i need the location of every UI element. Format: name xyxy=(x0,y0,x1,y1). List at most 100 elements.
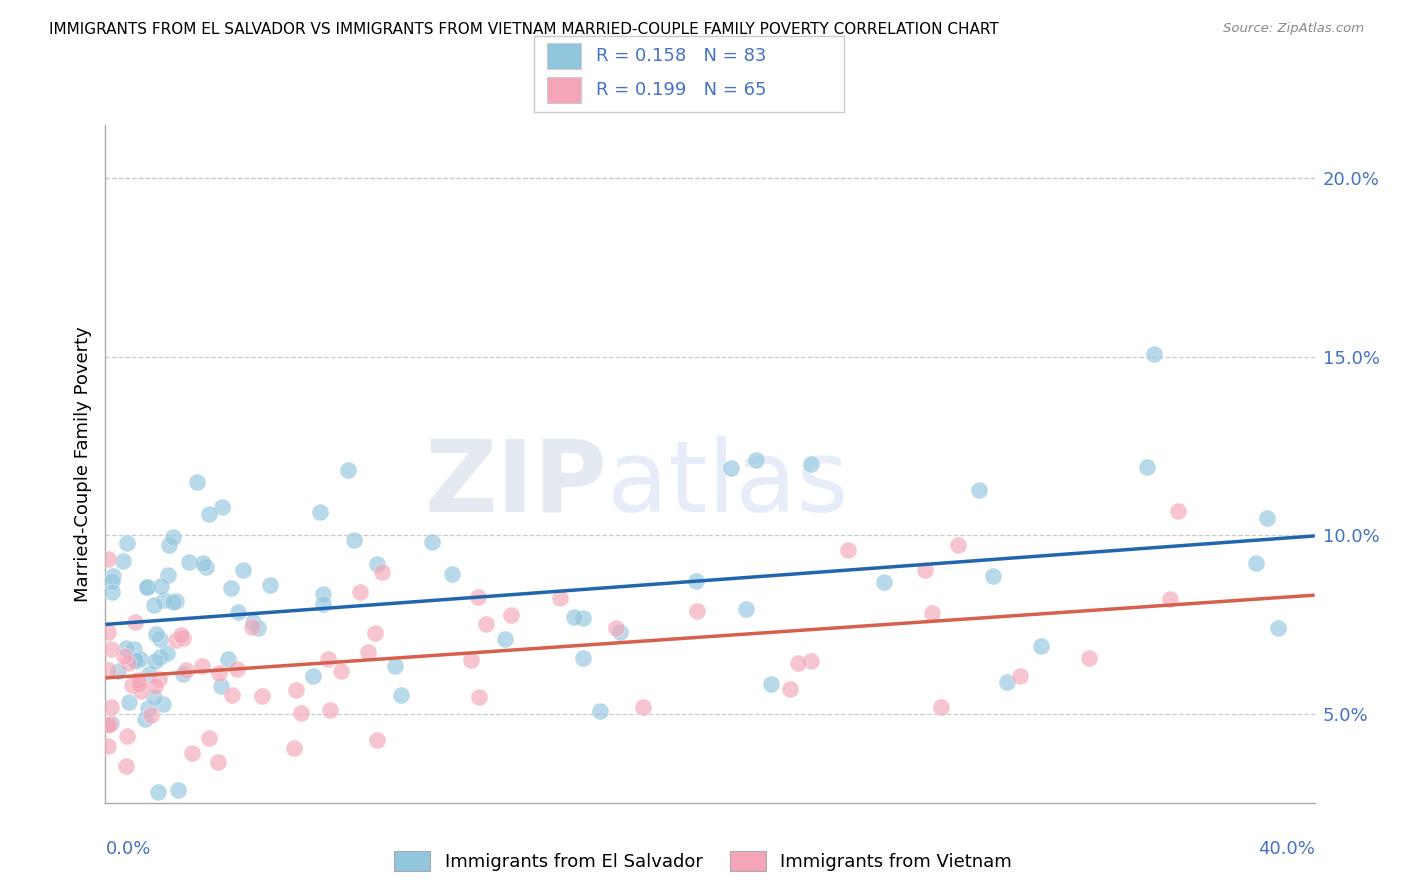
Point xyxy=(343,533,366,548)
Point xyxy=(309,505,332,519)
Point xyxy=(1167,504,1189,518)
Point xyxy=(779,681,801,696)
Point xyxy=(156,646,179,660)
Point xyxy=(143,679,166,693)
Point xyxy=(290,706,312,721)
Point xyxy=(226,605,249,619)
Point xyxy=(194,560,217,574)
Point xyxy=(467,590,489,604)
Point xyxy=(572,651,595,665)
Point xyxy=(1136,460,1159,475)
Point xyxy=(475,617,498,632)
Point xyxy=(364,626,387,640)
Point xyxy=(149,632,172,647)
Point xyxy=(97,663,120,677)
Point xyxy=(259,578,281,592)
Point xyxy=(186,475,208,489)
Point xyxy=(735,601,758,615)
Point xyxy=(145,626,167,640)
Point xyxy=(198,731,221,745)
Point xyxy=(837,543,859,558)
Point xyxy=(609,624,631,639)
Point xyxy=(117,656,139,670)
Point xyxy=(800,654,823,668)
Point xyxy=(139,707,162,722)
Y-axis label: Married-Couple Family Poverty: Married-Couple Family Poverty xyxy=(73,326,91,602)
Point xyxy=(384,658,406,673)
Point xyxy=(929,699,952,714)
Text: IMMIGRANTS FROM EL SALVADOR VS IMMIGRANTS FROM VIETNAM MARRIED-COUPLE FAMILY POV: IMMIGRANTS FROM EL SALVADOR VS IMMIGRANT… xyxy=(49,22,998,37)
Point xyxy=(211,500,233,514)
Point xyxy=(118,695,141,709)
Point xyxy=(720,461,742,475)
Point xyxy=(149,649,172,664)
Point xyxy=(124,653,146,667)
Point xyxy=(301,669,323,683)
Point xyxy=(191,557,214,571)
Point xyxy=(967,483,990,497)
Point xyxy=(572,610,595,624)
Point xyxy=(209,679,232,693)
Point xyxy=(101,574,124,588)
Point xyxy=(208,665,231,680)
Point xyxy=(122,642,145,657)
Bar xyxy=(547,78,581,103)
Point xyxy=(134,712,156,726)
Point xyxy=(97,718,120,732)
Point xyxy=(283,741,305,756)
Point xyxy=(440,566,463,581)
Point xyxy=(1246,556,1268,570)
Point xyxy=(97,624,120,639)
Point xyxy=(112,554,135,568)
Point xyxy=(1010,668,1032,682)
Point xyxy=(686,604,709,618)
Point xyxy=(97,739,120,754)
Point xyxy=(125,654,148,668)
Point xyxy=(107,665,129,679)
Point xyxy=(142,599,165,613)
Point xyxy=(136,580,159,594)
Point xyxy=(207,755,229,769)
Point xyxy=(564,610,586,624)
Point xyxy=(165,632,187,647)
Point xyxy=(745,453,768,467)
Point xyxy=(162,530,184,544)
Point xyxy=(1078,650,1101,665)
Point xyxy=(100,716,122,731)
Point xyxy=(115,729,138,743)
Point xyxy=(128,652,150,666)
Point xyxy=(389,688,412,702)
Text: 40.0%: 40.0% xyxy=(1258,840,1315,858)
Point xyxy=(548,591,571,606)
Point xyxy=(115,536,138,550)
Point xyxy=(172,667,194,681)
Point xyxy=(1256,511,1278,525)
Point xyxy=(197,508,219,522)
Point xyxy=(136,701,159,715)
Point xyxy=(242,620,264,634)
Point xyxy=(157,538,180,552)
Point xyxy=(872,574,894,589)
Point xyxy=(172,631,194,645)
Point xyxy=(98,717,121,731)
Point xyxy=(759,676,782,690)
Point xyxy=(217,652,239,666)
Point xyxy=(225,662,247,676)
Point xyxy=(112,649,135,664)
Point xyxy=(115,758,138,772)
Point xyxy=(366,733,388,747)
Point xyxy=(100,584,122,599)
Point xyxy=(97,551,120,566)
Point xyxy=(177,555,200,569)
Point xyxy=(135,580,157,594)
Point xyxy=(124,615,146,629)
Point xyxy=(152,698,174,712)
Point xyxy=(166,783,188,797)
Point xyxy=(420,535,443,549)
Point xyxy=(221,581,243,595)
Point xyxy=(319,703,342,717)
Point xyxy=(460,653,482,667)
Point xyxy=(1267,621,1289,635)
Point xyxy=(921,606,943,620)
Point xyxy=(589,705,612,719)
